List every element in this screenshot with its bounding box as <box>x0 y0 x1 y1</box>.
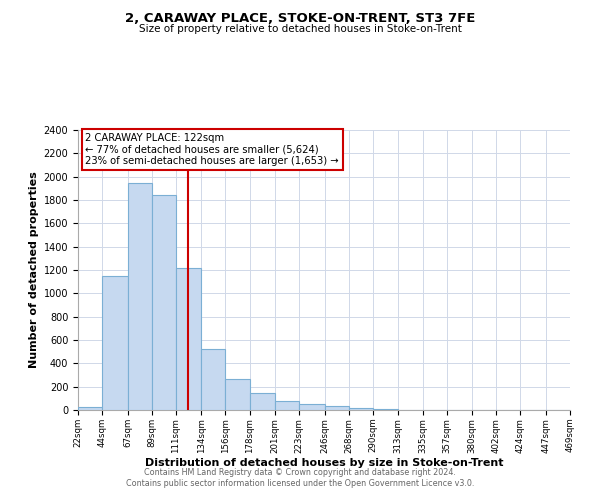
Bar <box>201 350 226 410</box>
Bar <box>128 182 152 410</box>
Text: Contains HM Land Registry data © Crown copyright and database right 2024.
Contai: Contains HM Land Registry data © Crown c… <box>126 468 474 487</box>
Bar <box>226 379 250 410</box>
Bar <box>152 196 176 410</box>
Text: 2 CARAWAY PLACE: 122sqm
← 77% of detached houses are smaller (5,624)
23% of semi: 2 CARAWAY PLACE: 122sqm ← 77% of detache… <box>85 133 339 166</box>
Bar <box>78 407 102 410</box>
Bar <box>176 268 201 410</box>
Text: Size of property relative to detached houses in Stoke-on-Trent: Size of property relative to detached ho… <box>139 24 461 34</box>
Bar <box>325 406 349 410</box>
Text: 2, CARAWAY PLACE, STOKE-ON-TRENT, ST3 7FE: 2, CARAWAY PLACE, STOKE-ON-TRENT, ST3 7F… <box>125 12 475 26</box>
Y-axis label: Number of detached properties: Number of detached properties <box>29 172 40 368</box>
Bar <box>250 392 275 410</box>
Bar <box>275 401 299 410</box>
Bar <box>299 404 325 410</box>
X-axis label: Distribution of detached houses by size in Stoke-on-Trent: Distribution of detached houses by size … <box>145 458 503 468</box>
Bar <box>349 408 373 410</box>
Bar <box>102 276 128 410</box>
